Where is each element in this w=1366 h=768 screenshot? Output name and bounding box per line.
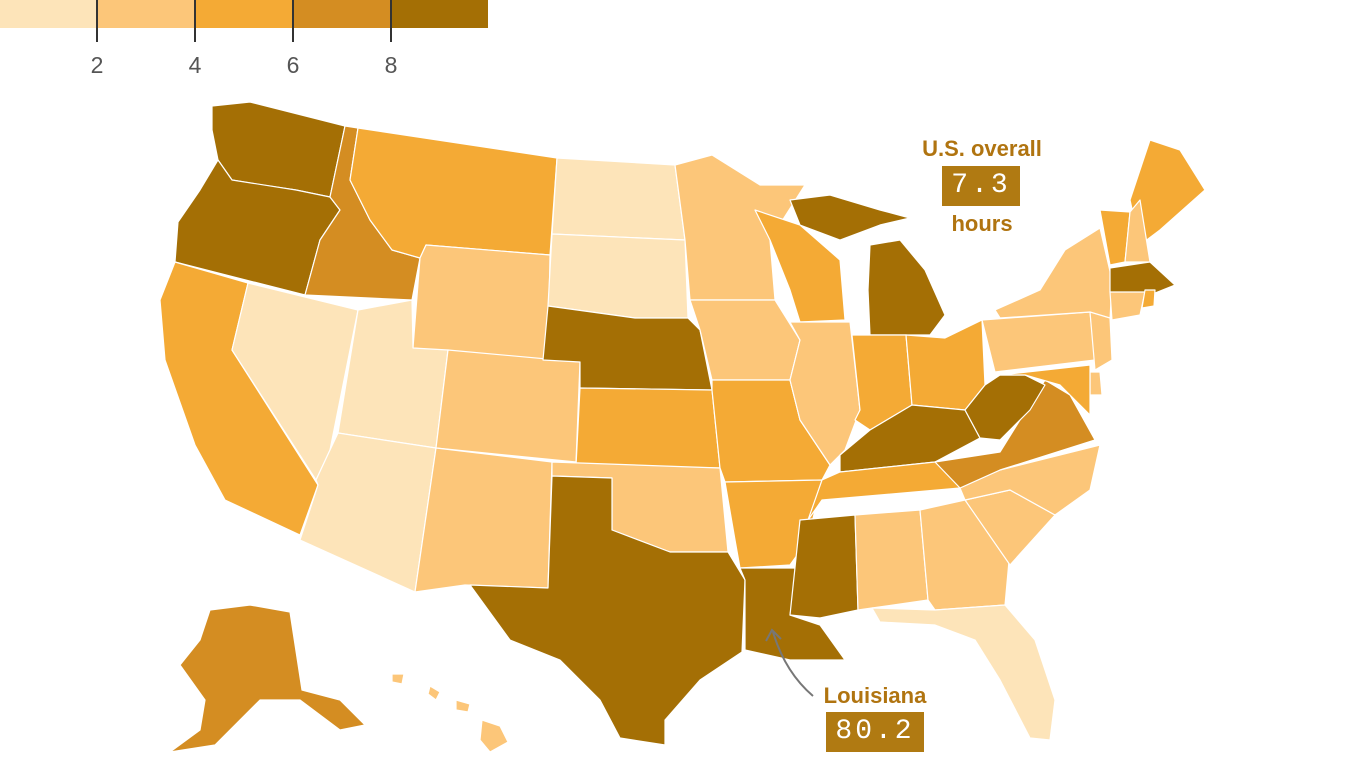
state-nm — [414, 447, 553, 593]
legend-swatch-1 — [97, 0, 195, 28]
state-ms — [789, 514, 859, 619]
louisiana-value: 80.2 — [826, 712, 924, 752]
state-nc — [959, 444, 1101, 516]
state-wv — [964, 374, 1046, 441]
state-ma — [1109, 261, 1176, 296]
state-ct — [1109, 291, 1146, 321]
state-va — [934, 379, 1096, 489]
louisiana-pointer-arrow — [772, 631, 814, 697]
state-nj — [1089, 311, 1113, 371]
state-hi-hi4 — [479, 719, 509, 753]
state-tx — [469, 475, 746, 746]
legend-swatch-3 — [293, 0, 391, 28]
state-ak — [169, 604, 366, 753]
legend-tick-label-8: 8 — [384, 52, 398, 78]
legend-tick-8 — [390, 0, 392, 42]
us-overall-value: 7.3 — [942, 166, 1020, 206]
state-hi-hi2 — [427, 685, 441, 701]
us-overall-label: U.S. overall — [922, 136, 1042, 161]
state-al — [854, 509, 929, 611]
state-mi — [867, 239, 946, 336]
state-hi-hi1 — [391, 673, 405, 685]
state-ri — [1141, 289, 1156, 309]
state-nd — [551, 157, 686, 241]
louisiana-pointer-arrowhead — [765, 628, 782, 642]
state-md — [999, 364, 1091, 416]
legend-tick-4 — [194, 0, 196, 42]
state-wi — [754, 209, 846, 323]
us-overall-unit: hours — [951, 211, 1013, 236]
state-wy — [412, 244, 551, 363]
legend-tick-label-4: 4 — [188, 52, 202, 78]
state-hi-hi3 — [455, 699, 471, 713]
legend-tick-2 — [96, 0, 98, 42]
state-ny — [994, 227, 1113, 321]
legend-tick-label-6: 6 — [286, 52, 300, 78]
legend-tick-6 — [292, 0, 294, 42]
state-mi-up — [789, 194, 911, 241]
legend-swatch-4 — [391, 0, 488, 28]
state-fl — [871, 604, 1056, 741]
state-pa — [981, 311, 1096, 373]
state-sd — [547, 233, 689, 319]
legend-swatch-0 — [0, 0, 97, 28]
louisiana-label: Louisiana — [823, 683, 927, 708]
state-de — [1089, 371, 1103, 396]
state-co — [435, 349, 581, 463]
legend-tick-label-2: 2 — [90, 52, 104, 78]
state-ks — [575, 387, 721, 469]
legend-swatch-2 — [195, 0, 293, 28]
